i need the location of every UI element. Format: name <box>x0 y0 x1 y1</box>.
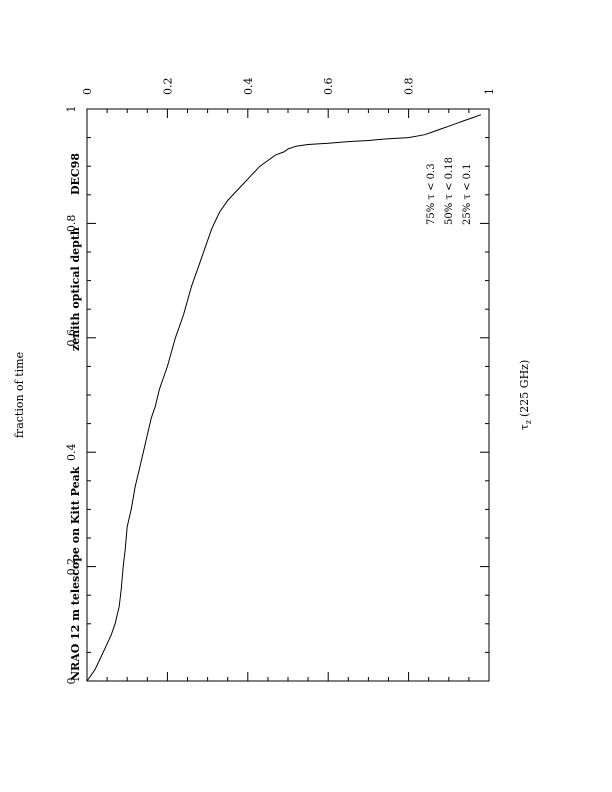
plot-group: 0 0.2 0.4 0.6 0.8 1 0 0.2 0.4 0.6 0.8 1 fraction o… <box>13 78 533 685</box>
chart-subtitle: zenith optical depth <box>69 227 82 351</box>
y-tick-label: 1 <box>65 106 78 113</box>
x-tick-label: 1 <box>483 88 496 95</box>
y-tick-labels: 0 0.2 0.4 0.6 0.8 1 <box>65 106 78 685</box>
annotation-25: 25% τ < 0.1 <box>462 163 473 225</box>
y-tick-label: 0.4 <box>65 443 78 461</box>
x-tick-label: 0.8 <box>403 78 416 96</box>
x-tick-label: 0.2 <box>161 78 174 96</box>
annotation-75: 75% τ < 0.3 <box>426 163 437 225</box>
y-tick-label: 0 <box>65 678 78 685</box>
y-axis-label: fraction of time <box>13 352 26 438</box>
y-tick-label: 0.2 <box>65 558 78 576</box>
x-axis-label-subscript: z <box>524 420 533 424</box>
x-axis-label: τz (225 GHz) <box>518 360 533 431</box>
x-tick-label: 0.6 <box>322 78 335 96</box>
x-tick-labels: 0 0.2 0.4 0.6 0.8 1 <box>81 78 496 96</box>
y-tick-label: 0.8 <box>65 215 78 233</box>
chart-title: NRAO 12 m telescope on Kitt Peak <box>69 466 82 681</box>
x-tick-label: 0 <box>81 88 94 95</box>
tick-marks <box>86 108 490 682</box>
x-tick-label: 0.4 <box>242 78 255 96</box>
period-label: DEC98 <box>69 153 82 195</box>
x-axis-label-symbol: τ <box>518 424 531 430</box>
y-tick-label: 0.6 <box>65 329 78 347</box>
x-axis-label-rest: (225 GHz) <box>518 360 531 417</box>
annotation-50: 50% τ < 0.18 <box>444 157 455 225</box>
cumulative-curve <box>86 114 482 682</box>
